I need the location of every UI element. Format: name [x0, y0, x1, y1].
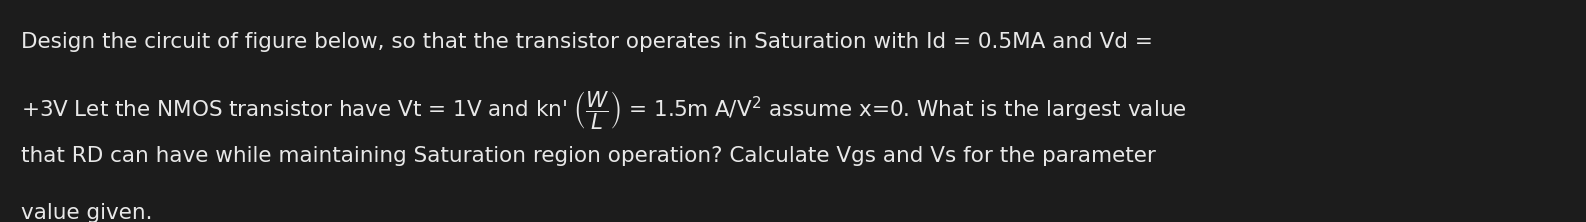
Text: value given.: value given. [21, 203, 152, 222]
Text: +3V Let the NMOS transistor have Vt = 1V and kn' $\left(\dfrac{W}{L}\right)$ = 1: +3V Let the NMOS transistor have Vt = 1V… [21, 89, 1186, 132]
Text: Design the circuit of figure below, so that the transistor operates in Saturatio: Design the circuit of figure below, so t… [21, 32, 1153, 52]
Text: that RD can have while maintaining Saturation region operation? Calculate Vgs an: that RD can have while maintaining Satur… [21, 146, 1156, 166]
